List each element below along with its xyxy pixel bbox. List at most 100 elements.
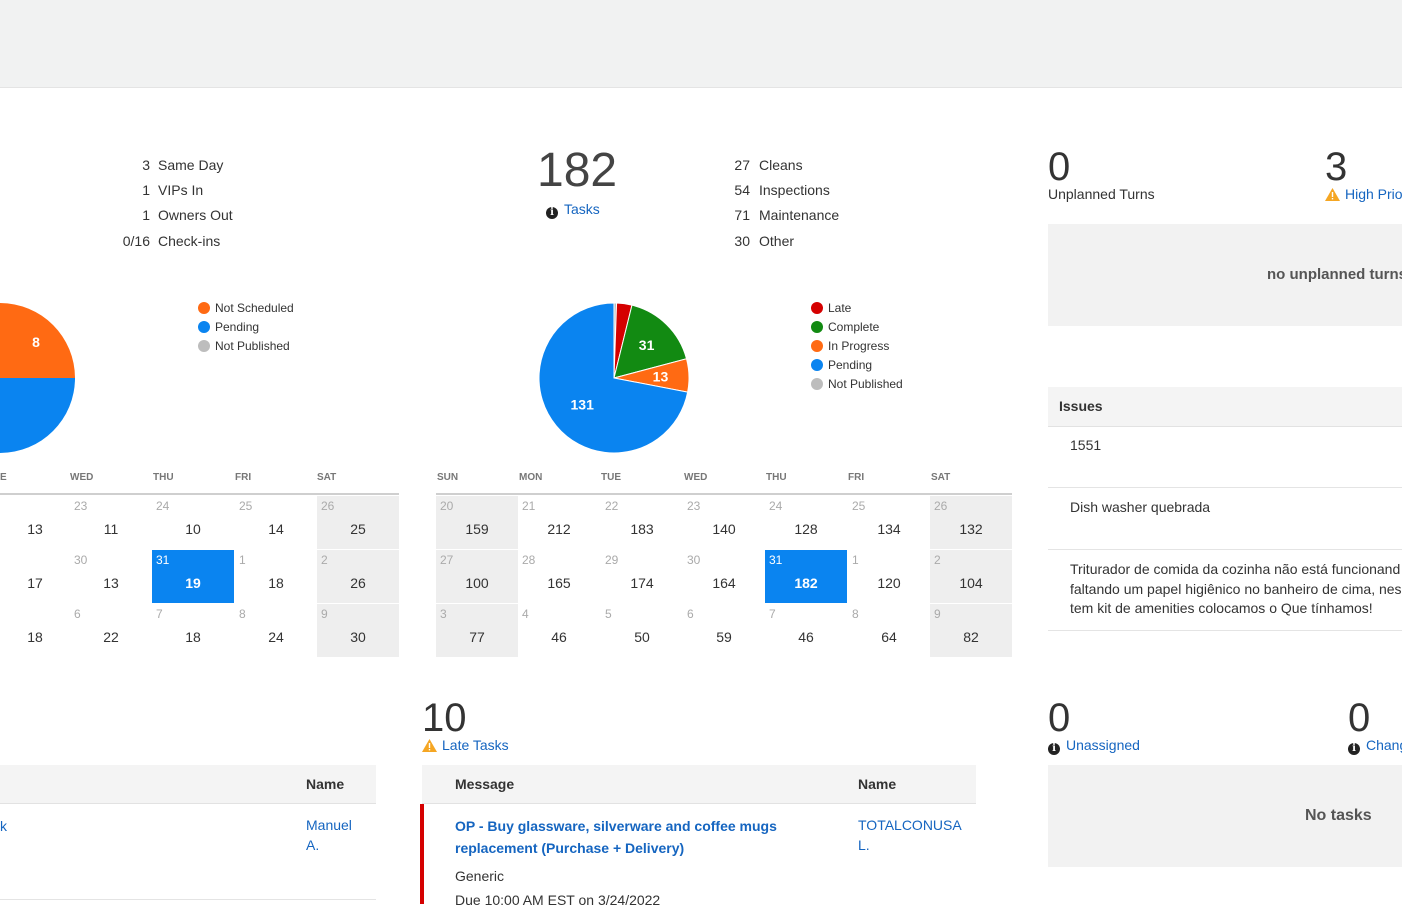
stat-maintenance[interactable]: 71 Maintenance xyxy=(734,207,840,223)
calendar-day[interactable]: 18 xyxy=(27,629,43,645)
left-table-row-link[interactable]: k xyxy=(0,818,7,834)
cal-day-header: THU xyxy=(766,472,787,483)
changed-link[interactable]: iChang xyxy=(1348,737,1402,755)
left-table-row-name[interactable]: Manuel A. xyxy=(306,817,352,853)
calendar-day-today[interactable]: 31 182 xyxy=(765,550,847,603)
issues-table-header: Issues xyxy=(1048,387,1402,427)
unplanned-turns-panel: no unplanned turns xyxy=(1048,224,1402,326)
late-task-name-link[interactable]: TOTALCONUSA L. xyxy=(858,817,961,853)
issue-item[interactable]: Dish washer quebrada xyxy=(1070,499,1211,515)
stat-same-day[interactable]: 3 Same Day xyxy=(142,157,224,173)
issues-header-label: Issues xyxy=(1059,398,1103,414)
calendar-day[interactable]: 7 18 xyxy=(156,607,201,645)
left-pie-not-scheduled-slice[interactable] xyxy=(0,303,75,378)
high-priority-link[interactable]: High Prio xyxy=(1325,186,1402,202)
info-icon: i xyxy=(1348,743,1360,755)
stat-inspections[interactable]: 54 Inspections xyxy=(734,182,830,198)
calendar-day[interactable]: 24 10 xyxy=(156,499,201,537)
unassigned-link[interactable]: i Unassigned xyxy=(1048,737,1140,755)
legend-dot xyxy=(811,340,823,352)
calendar-day[interactable]: 7 46 xyxy=(769,607,814,645)
info-icon: i xyxy=(1048,743,1060,755)
calendar-day[interactable]: 2 26 xyxy=(317,550,399,603)
calendar-day[interactable]: 2 104 xyxy=(930,550,1012,603)
cal-day-header: WED xyxy=(70,472,94,483)
row-divider xyxy=(0,899,376,900)
info-icon: i xyxy=(546,207,558,219)
legend-item-pending[interactable]: Pending xyxy=(198,318,294,337)
calendar-day[interactable]: 21 212 xyxy=(522,499,571,537)
empty-state-text: No tasks xyxy=(1305,807,1372,824)
stat-other[interactable]: 30 Other xyxy=(734,233,795,249)
calendar-day[interactable]: 8 64 xyxy=(852,607,897,645)
calendar-day[interactable]: 8 24 xyxy=(239,607,284,645)
legend-item-not-published[interactable]: Not Published xyxy=(811,375,903,394)
calendar-day[interactable]: 23 11 xyxy=(74,499,119,537)
calendar-day[interactable]: 25 14 xyxy=(239,499,284,537)
issue-item[interactable]: Triturador de comida da cozinha não está… xyxy=(1070,561,1402,616)
legend-dot xyxy=(198,321,210,333)
tasks-link[interactable]: i Tasks xyxy=(546,201,600,219)
left-pie-pending-slice[interactable] xyxy=(0,378,75,453)
calendar-day[interactable]: 20 159 xyxy=(436,496,518,549)
cal-day-header: FRI xyxy=(235,472,252,483)
late-indicator-bar xyxy=(420,804,424,904)
calendar-day[interactable]: 3 77 xyxy=(436,604,518,657)
legend-item-late[interactable]: Late xyxy=(811,299,903,318)
high-priority-count: 3 xyxy=(1325,145,1348,189)
issue-item[interactable]: 1551 xyxy=(1070,437,1102,453)
legend-dot xyxy=(811,321,823,333)
row-divider xyxy=(1048,487,1402,488)
calendar-day[interactable]: 6 22 xyxy=(74,607,119,645)
unplanned-turns-label: Unplanned Turns xyxy=(1048,186,1155,202)
tasks-count: 182 xyxy=(537,144,618,197)
unassigned-panel: No tasks xyxy=(1048,765,1402,867)
calendar-day[interactable]: 213 xyxy=(27,521,43,537)
calendar-day[interactable]: 26 25 xyxy=(317,496,399,549)
legend-item-complete[interactable]: Complete xyxy=(811,318,903,337)
calendar-day[interactable]: 22 183 xyxy=(605,499,654,537)
legend-item-not-published[interactable]: Not Published xyxy=(198,337,294,356)
calendar-day[interactable]: 9 82 xyxy=(930,604,1012,657)
calendar-day[interactable]: 5 50 xyxy=(605,607,650,645)
pie-slice-pending[interactable] xyxy=(538,302,689,454)
calendar-day[interactable]: 30 13 xyxy=(74,553,119,591)
row-divider xyxy=(1048,549,1402,550)
empty-state-text: no unplanned turns xyxy=(1267,266,1402,283)
calendar-day-today[interactable]: 31 19 xyxy=(152,550,234,603)
calendar-day[interactable]: 30 164 xyxy=(687,553,736,591)
stat-vips-in[interactable]: 1 VIPs In xyxy=(142,182,204,198)
calendar-day[interactable]: 917 xyxy=(27,575,43,591)
legend-dot xyxy=(198,340,210,352)
legend-item-not-scheduled[interactable]: Not Scheduled xyxy=(198,299,294,318)
stat-cleans[interactable]: 27 Cleans xyxy=(734,157,803,173)
calendar-day[interactable]: 23 140 xyxy=(687,499,736,537)
stat-check-ins[interactable]: 0/16 Check-ins xyxy=(122,233,221,249)
top-bar xyxy=(0,0,1402,88)
calendar-day[interactable]: 9 30 xyxy=(317,604,399,657)
stat-owners-out[interactable]: 1 Owners Out xyxy=(142,207,233,223)
calendar-day[interactable]: 29 174 xyxy=(605,553,654,591)
late-task-message-link[interactable]: OP - Buy glassware, silverware and coffe… xyxy=(455,818,777,856)
pie-value-label: 31 xyxy=(639,337,655,353)
calendar-day[interactable]: 26 132 xyxy=(930,496,1012,549)
late-tasks-link[interactable]: Late Tasks xyxy=(422,737,509,753)
calendar-day[interactable]: 27 100 xyxy=(436,550,518,603)
pie-value-label: 131 xyxy=(571,396,595,412)
legend-item-pending[interactable]: Pending xyxy=(811,356,903,375)
calendar-day[interactable]: 25 134 xyxy=(852,499,901,537)
calendar-day[interactable]: 24 128 xyxy=(769,499,818,537)
calendar-day[interactable]: 1 120 xyxy=(852,553,901,591)
late-tasks-count: 10 xyxy=(422,696,467,740)
legend-dot xyxy=(198,302,210,314)
cal-day-header: E xyxy=(0,472,7,483)
legend-item-in-progress[interactable]: In Progress xyxy=(811,337,903,356)
cal-day-header: SAT xyxy=(317,472,337,483)
row-divider xyxy=(1048,630,1402,631)
calendar-day[interactable]: 1 18 xyxy=(239,553,284,591)
calendar-day[interactable]: 28 165 xyxy=(522,553,571,591)
calendar-day[interactable]: 6 59 xyxy=(687,607,732,645)
pie-slice-complete[interactable] xyxy=(613,304,688,379)
warning-icon xyxy=(422,739,437,752)
calendar-day[interactable]: 4 46 xyxy=(522,607,567,645)
